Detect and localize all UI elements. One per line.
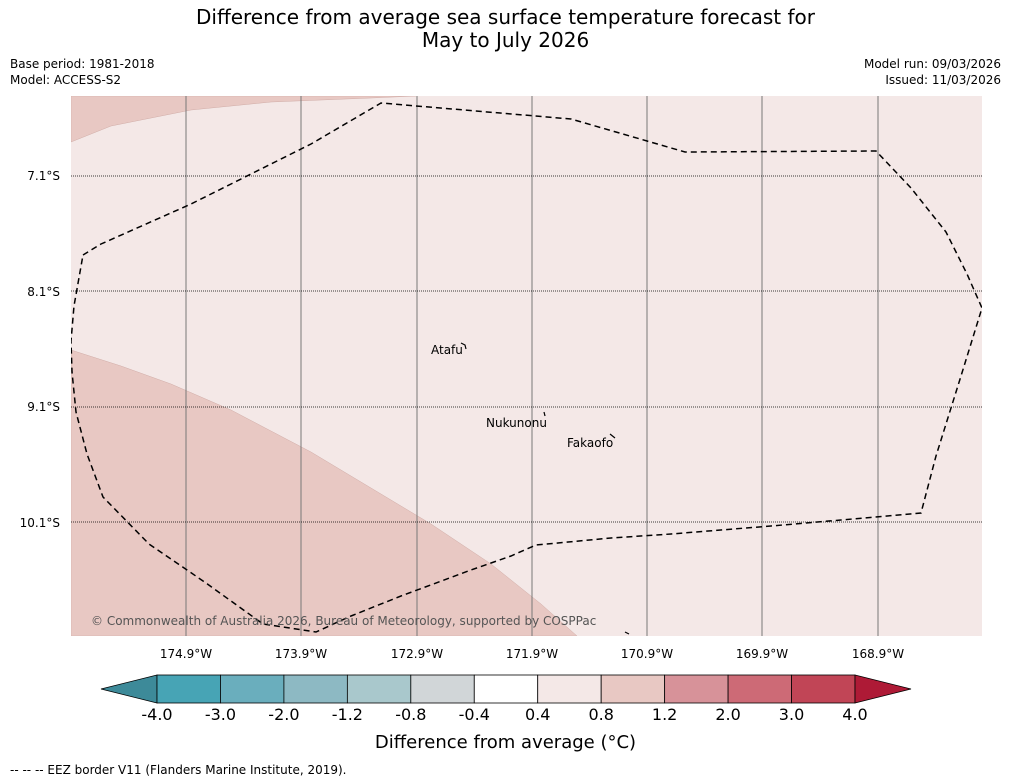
lat-label-8-1: 8.1°S [27,285,60,299]
warm-region-top [71,96,417,143]
meridian-lines [185,96,879,636]
place-nukunonu: Nukunonu [486,416,547,430]
lon-label-168-9: 168.9°W [851,647,905,661]
colorbar-tick-label: -2.0 [268,705,300,724]
atafu-island [460,342,467,350]
colorbar-tick-label: -1.2 [331,705,363,724]
colorbar-tick-label: -3.0 [204,705,237,724]
colorbar-extend-high [854,674,912,704]
colorbar-segment [791,674,856,704]
title-line-1: Difference from average sea surface temp… [195,5,815,29]
colorbar-segment [283,674,348,704]
eez-legend: -- -- -- EEZ border V11 (Flanders Marine… [10,763,347,777]
colorbar-tick-label: 1.2 [651,705,678,724]
run-info: Model run: 09/03/2026 Issued: 11/03/2026 [864,56,1001,88]
model-name: Model: ACCESS-S2 [10,73,122,87]
place-fakaofo: Fakaofo [567,436,614,450]
place-atafu: Atafu [431,343,463,357]
colorbar-segment [664,674,729,704]
map-svg [71,96,982,636]
map-panel: Atafu Nukunonu Fakaofo © Commonwealth of… [71,96,982,636]
colorbar-tick-label: 0.4 [524,705,551,724]
model-run: Model run: 09/03/2026 [863,57,1001,71]
colorbar-tick-label: -4.0 [141,705,173,724]
lat-label-10-1: 10.1°S [19,516,60,530]
issued-date: Issued: 11/03/2026 [885,73,1001,87]
lat-label-7-1: 7.1°S [27,169,60,183]
base-period: Base period: 1981-2018 [10,57,155,71]
colorbar-segment [537,674,602,704]
colorbar-tick-label: -0.4 [458,705,490,724]
warm-region-southwest [71,349,578,636]
colorbar-label: Difference from average (°C) [374,732,637,753]
lon-label-171-9: 171.9°W [505,647,559,661]
lon-label-169-9: 169.9°W [735,647,789,661]
colorbar-segment [220,674,285,704]
lat-label-9-1: 9.1°S [27,400,60,414]
colorbar-segment [156,674,221,704]
colorbar [100,674,912,704]
fakaofo-island [609,433,616,439]
colorbar-segment [600,674,666,704]
colorbar-segment [410,674,475,704]
colorbar-segment [346,674,412,704]
colorbar-tick-label: 2.0 [715,705,741,724]
lon-label-173-9: 173.9°W [274,647,328,661]
colorbar-tick-label: -0.8 [395,705,427,724]
colorbar-tick-label: 0.8 [588,705,614,724]
colorbar-segment [727,674,792,704]
title-line-2: May to July 2026 [421,28,590,52]
eez-border [71,102,982,633]
model-info: Base period: 1981-2018 Model: ACCESS-S2 [10,56,155,88]
swains-mark [624,631,630,635]
lon-label-170-9: 170.9°W [620,647,674,661]
map-title: Difference from average sea surface temp… [0,6,1011,52]
colorbar-svg [100,674,912,704]
colorbar-tick-label: 4.0 [842,705,868,724]
nukunonu-island [543,411,546,417]
colorbar-extend-low [100,674,158,704]
colorbar-tick-label: 3.0 [778,705,805,724]
lon-label-174-9: 174.9°W [159,647,213,661]
copyright-notice: © Commonwealth of Australia 2026, Bureau… [91,614,597,628]
lon-label-172-9: 172.9°W [390,647,444,661]
colorbar-segment [473,674,539,704]
